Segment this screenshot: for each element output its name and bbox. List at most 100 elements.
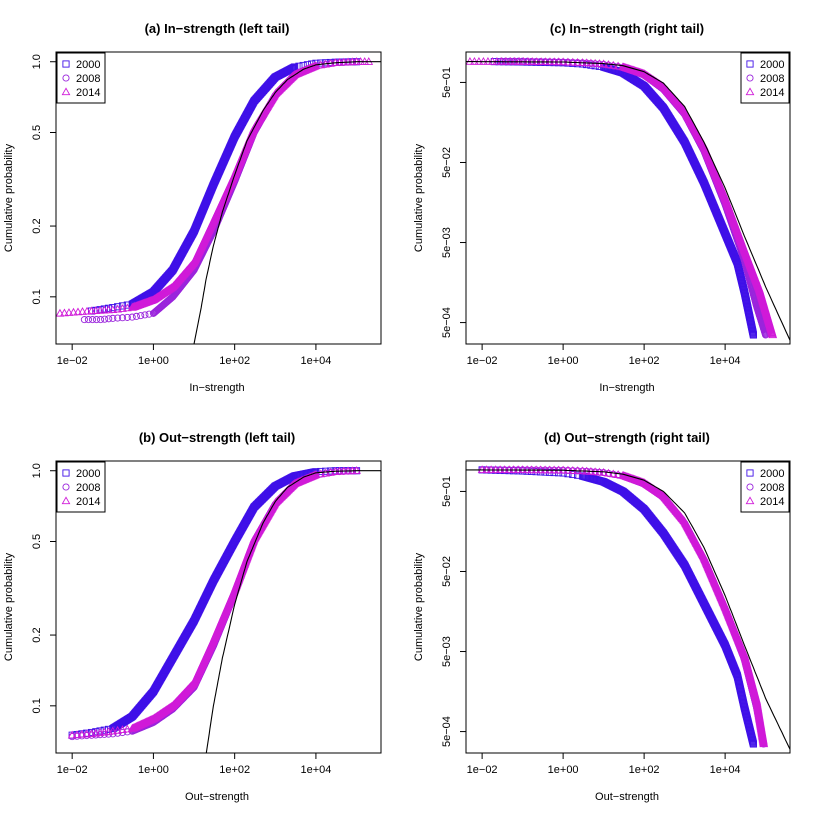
data-point <box>82 306 92 315</box>
data-point <box>500 465 509 474</box>
x-tick-label: 1e+04 <box>710 764 741 776</box>
data-point <box>518 465 527 474</box>
x-axis-label: In−strength <box>599 382 654 394</box>
x-tick-label: 1e+00 <box>548 764 579 776</box>
data-point <box>72 730 82 739</box>
data-point <box>768 330 778 339</box>
y-tick-label: 1.0 <box>31 54 43 69</box>
x-axis-label: In−strength <box>189 382 244 394</box>
plot-frame <box>55 460 382 754</box>
data-point <box>118 302 127 310</box>
series-2014 <box>67 466 361 739</box>
data-point <box>78 307 87 315</box>
x-tick-label: 1e−02 <box>57 764 88 776</box>
chart-title: (c) In−strength (right tail) <box>550 21 704 36</box>
x-tick-label: 1e+04 <box>710 355 741 367</box>
data-point <box>122 303 132 312</box>
legend-marker <box>745 496 755 505</box>
data-point <box>92 316 101 324</box>
plot-area <box>466 465 790 750</box>
data-point <box>73 307 83 316</box>
x-tick-label: 1e+04 <box>300 764 331 776</box>
legend-label: 2000 <box>760 468 784 480</box>
data-point <box>104 305 113 314</box>
data-point <box>118 725 127 734</box>
x-tick-label: 1e+02 <box>629 764 660 776</box>
data-point <box>132 312 140 320</box>
data-point <box>569 470 577 479</box>
data-point <box>513 465 523 474</box>
data-point <box>291 63 299 71</box>
legend: 2000 2008 2014 <box>56 52 106 104</box>
data-point <box>531 465 541 474</box>
x-tick-label: 1e−02 <box>467 355 498 367</box>
plot-area <box>67 466 381 753</box>
chart-panel-2: (c) In−strength (right tail)In−strengthC… <box>413 21 791 394</box>
plot-frame <box>465 460 791 754</box>
legend-marker <box>62 60 70 68</box>
x-tick-label: 1e+00 <box>138 764 169 776</box>
legend-label: 2014 <box>760 496 784 508</box>
series-2014 <box>466 56 778 339</box>
data-point <box>80 316 88 324</box>
data-point <box>84 316 92 324</box>
y-axis-label: Cumulative probability <box>413 552 425 661</box>
data-point <box>540 465 550 474</box>
data-point <box>60 308 69 317</box>
y-tick-label: 0.2 <box>31 627 43 642</box>
legend-marker <box>62 469 70 477</box>
x-axis-label: Out−strength <box>595 791 659 803</box>
chart-panel-1: (a) In−strength (left tail)In−strengthCu… <box>3 21 382 394</box>
data-point <box>509 465 518 474</box>
data-point <box>137 312 145 320</box>
series-2000 <box>87 58 361 315</box>
legend-marker <box>61 87 71 96</box>
y-tick-label: 5e−02 <box>441 147 453 178</box>
data-point <box>514 57 524 65</box>
data-point <box>67 730 77 739</box>
data-point <box>527 465 536 474</box>
series-2014 <box>477 465 769 748</box>
data-point <box>114 314 122 322</box>
data-point <box>118 314 127 322</box>
series-2008 <box>80 58 361 324</box>
data-point <box>128 313 136 321</box>
data-point <box>123 313 131 321</box>
fit-curve <box>205 470 381 753</box>
legend-label: 2000 <box>76 59 100 71</box>
data-point <box>82 729 92 738</box>
legend-label: 2014 <box>76 496 100 508</box>
legend-label: 2014 <box>760 87 784 99</box>
series-2000 <box>478 466 757 748</box>
data-point <box>95 305 105 314</box>
data-point <box>523 57 533 65</box>
data-point <box>759 739 769 748</box>
legend-label: 2008 <box>760 482 784 494</box>
legend-marker <box>62 483 70 491</box>
x-tick-label: 1e−02 <box>467 764 498 776</box>
data-point <box>108 305 118 314</box>
data-point <box>492 56 502 65</box>
data-point <box>504 465 514 474</box>
legend-marker <box>62 74 70 82</box>
legend-label: 2014 <box>76 87 100 99</box>
chart-panel-4: (d) Out−strength (right tail)Out−strengt… <box>413 430 791 803</box>
data-point <box>536 465 545 474</box>
data-point <box>528 57 537 65</box>
data-point <box>64 308 74 316</box>
x-axis-label: Out−strength <box>185 791 249 803</box>
legend-marker <box>746 74 754 82</box>
data-point <box>88 316 97 324</box>
legend-label: 2008 <box>76 73 100 85</box>
data-point <box>105 315 113 323</box>
data-point <box>486 465 496 474</box>
legend-label: 2008 <box>760 73 784 85</box>
series-2000 <box>68 467 361 739</box>
data-point <box>77 729 87 738</box>
fit-curve <box>193 61 381 344</box>
data-point <box>311 470 321 479</box>
data-point <box>113 725 123 734</box>
data-point <box>749 331 757 339</box>
data-point <box>109 314 117 322</box>
